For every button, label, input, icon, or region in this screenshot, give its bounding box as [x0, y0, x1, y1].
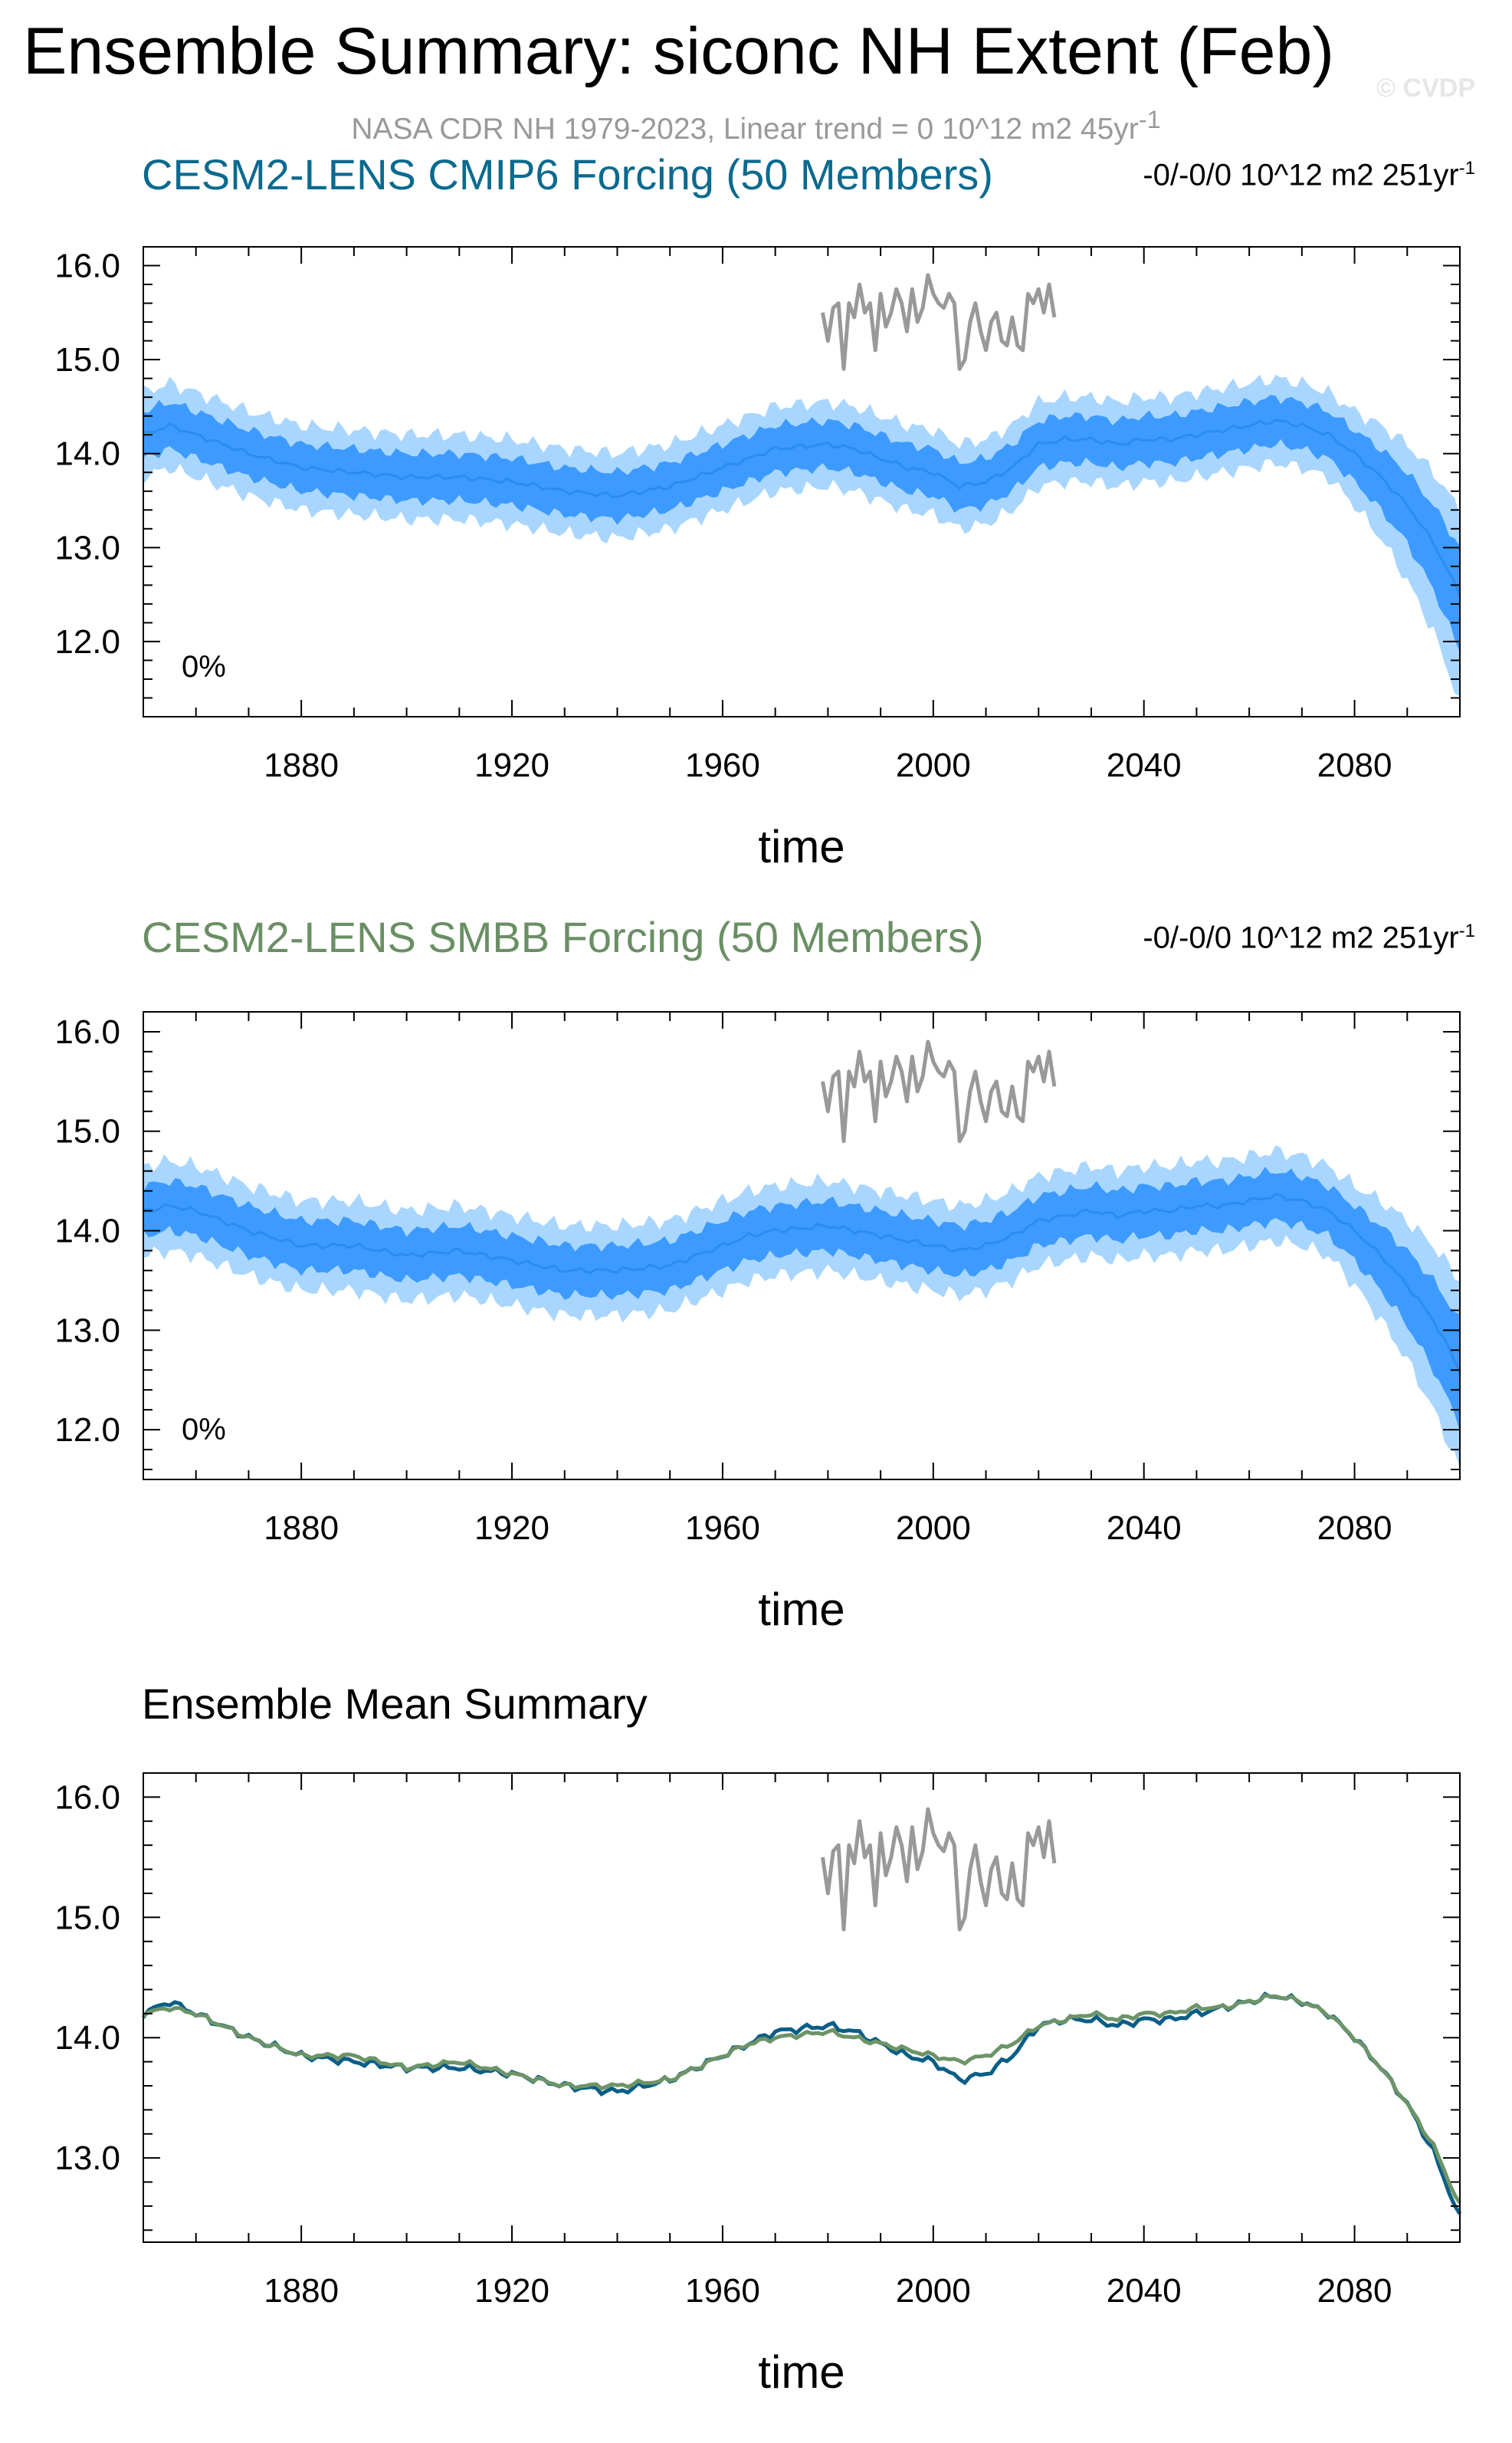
- panel1-x-tick-label: 2000: [896, 747, 971, 784]
- panel1-y-tick-label: 13.0: [54, 529, 120, 566]
- panel2-percent-label: 0%: [182, 1413, 226, 1446]
- panel1-x-tick-label: 2080: [1317, 747, 1392, 784]
- subtitle-text: NASA CDR NH 1979-2023, Linear trend = 0 …: [351, 113, 1139, 146]
- panel3-observations-line: [821, 1807, 1057, 1932]
- panel1-x-axis-title: time: [758, 821, 845, 872]
- trend-text: -0/-0/0 10^12 m2 251yr: [1143, 158, 1459, 192]
- panel1-y-tick-label: 16.0: [54, 248, 120, 285]
- panel1-y-tick-label: 12.0: [54, 623, 120, 661]
- panel3-y-tick-label: 15.0: [54, 1899, 120, 1936]
- panel-trend-cmip6: -0/-0/0 10^12 m2 251yr-1: [1143, 158, 1475, 192]
- panel3-x-tick-label: 2000: [896, 2272, 971, 2310]
- panel2-ensemble-mean-line: [143, 1193, 1461, 1371]
- cvdp-watermark: © CVDP: [1376, 74, 1475, 103]
- panel-title-ensemble-mean: Ensemble Mean Summary: [142, 1680, 648, 1728]
- panel3-x-tick-label: 1960: [685, 2272, 760, 2310]
- panel3-x-tick-label: 1880: [264, 2272, 339, 2310]
- trend-superscript: -1: [1458, 158, 1475, 179]
- panel3-plot-frame: [143, 1772, 1461, 2243]
- panel2-x-tick-label: 1880: [264, 1509, 339, 1547]
- panel3-x-tick-label: 1920: [474, 2272, 549, 2310]
- figure-subtitle: NASA CDR NH 1979-2023, Linear trend = 0 …: [0, 106, 1512, 146]
- panel1-percent-label: 0%: [182, 650, 226, 684]
- panel2-x-tick-label: 1960: [685, 1509, 760, 1547]
- panel2-observations-line: [821, 1039, 1057, 1144]
- panel2-x-tick-label: 1920: [474, 1509, 549, 1547]
- panel1-inner-spread-band: [143, 395, 1460, 653]
- panel3-y-tick-label: 14.0: [54, 2019, 120, 2057]
- panel-title-cmip6: CESM2-LENS CMIP6 Forcing (50 Members): [142, 150, 993, 199]
- panel1-plot-frame: [143, 246, 1461, 717]
- panel1-x-tick-label: 1880: [264, 747, 339, 784]
- panel3-x-axis-title: time: [758, 2346, 845, 2398]
- panel1-observations-line: [821, 273, 1057, 371]
- panel2-y-tick-label: 14.0: [54, 1213, 120, 1250]
- panel2-x-tick-label: 2000: [896, 1509, 971, 1547]
- panel3-x-tick-label: 2080: [1317, 2272, 1392, 2310]
- figure-title: Ensemble Summary: siconc NH Extent (Feb): [23, 15, 1334, 88]
- panel2-x-tick-label: 2080: [1317, 1509, 1392, 1547]
- trend-superscript: -1: [1458, 921, 1475, 941]
- panel2-y-tick-label: 15.0: [54, 1113, 120, 1151]
- panel1-x-tick-label: 1960: [685, 747, 760, 784]
- panel2-y-tick-label: 13.0: [54, 1312, 120, 1349]
- panel-title-smbb: CESM2-LENS SMBB Forcing (50 Members): [142, 913, 984, 961]
- panel3-x-tick-label: 2040: [1107, 2272, 1182, 2310]
- panel1-ensemble-mean-line: [143, 419, 1461, 597]
- panel1-y-tick-label: 14.0: [54, 435, 120, 473]
- panel2-x-axis-title: time: [758, 1584, 845, 1635]
- panel3-smbb-mean-line: [142, 1993, 1462, 2205]
- panel-trend-smbb: -0/-0/0 10^12 m2 251yr-1: [1143, 921, 1475, 955]
- panel3-y-tick-label: 16.0: [54, 1778, 120, 1816]
- panel1-x-tick-label: 2040: [1107, 747, 1182, 784]
- panel2-plot-frame: [143, 1011, 1461, 1480]
- panel1-y-tick-label: 15.0: [54, 341, 120, 379]
- subtitle-superscript: -1: [1138, 106, 1161, 133]
- panel1-x-tick-label: 1920: [474, 747, 549, 784]
- panel2-y-tick-label: 12.0: [54, 1411, 120, 1449]
- panel2-y-tick-label: 16.0: [54, 1013, 120, 1051]
- trend-text: -0/-0/0 10^12 m2 251yr: [1143, 921, 1459, 955]
- panel2-inner-spread-band: [143, 1167, 1460, 1431]
- panel3-y-tick-label: 13.0: [54, 2139, 120, 2177]
- panel3-cmip6-mean-line: [141, 1991, 1462, 2215]
- panel2-x-tick-label: 2040: [1107, 1509, 1182, 1547]
